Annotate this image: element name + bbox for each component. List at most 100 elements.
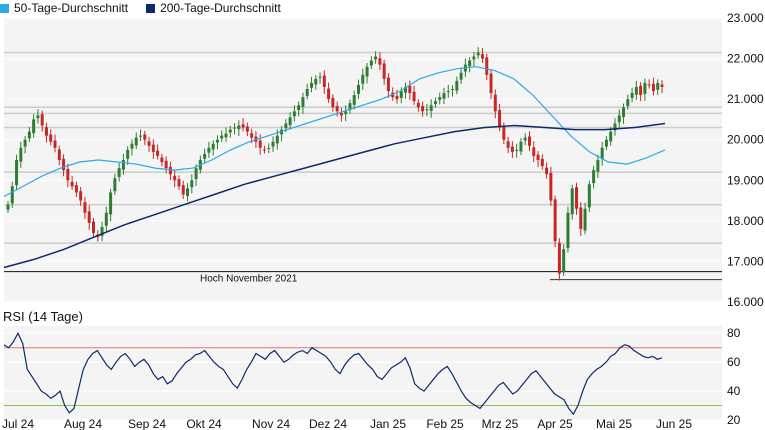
candle-body [357, 84, 361, 94]
candle-body [301, 97, 305, 107]
rsi-y-tick-label: 20 [727, 413, 741, 427]
candle-body [10, 186, 14, 204]
candle-body [626, 99, 630, 107]
candle-body [228, 129, 232, 133]
candle-body [233, 127, 237, 129]
candle-body [639, 85, 643, 96]
price-y-tick-label: 18.000 [727, 214, 764, 228]
candle-body [211, 143, 215, 150]
candle-body [442, 93, 446, 99]
price-y-tick-label: 22.000 [727, 52, 764, 66]
candle-body [493, 94, 497, 112]
candle-body [459, 72, 463, 80]
candle-body [425, 109, 429, 111]
candle-body [147, 141, 151, 146]
candle-body [207, 147, 211, 153]
candle-body [476, 52, 480, 56]
candle-body [121, 160, 125, 170]
candle-body [36, 115, 40, 119]
candle-body [27, 131, 31, 139]
rsi-panel [3, 326, 722, 421]
rsi-y-tick-label: 60 [727, 355, 741, 369]
candle-body [53, 140, 57, 148]
candle-body [609, 131, 613, 142]
price-plot-area [4, 18, 722, 302]
x-tick-label: Nov 24 [252, 417, 290, 430]
legend-item-sma200: 200-Tage-Durchschnitt [146, 1, 281, 15]
rsi-title: RSI (14 Tage) [3, 309, 83, 324]
candle-body [339, 112, 343, 116]
candle-body [331, 97, 335, 108]
x-tick-label: Sep 24 [128, 417, 166, 430]
candle-body [224, 133, 228, 138]
candle-body [15, 160, 19, 186]
candle-body [506, 141, 510, 148]
candle-body [151, 144, 155, 152]
x-tick-label: Apr 25 [537, 417, 573, 430]
x-tick-label: Dez 24 [309, 417, 347, 430]
candle-body [374, 56, 378, 60]
candle-body [318, 76, 322, 78]
candle-body [87, 211, 91, 223]
candle-body [566, 212, 570, 249]
candle-body [570, 188, 574, 215]
x-tick-label: Mrz 25 [482, 417, 519, 430]
candle-body [156, 150, 160, 156]
candle-body [79, 191, 83, 201]
candle-body [284, 123, 288, 129]
price-y-tick-label: 17.000 [727, 254, 764, 268]
candle-body [309, 82, 313, 88]
candle-body [656, 82, 660, 90]
candle-body [361, 74, 365, 84]
candle-body [604, 139, 608, 147]
candle-body [412, 91, 416, 102]
candle-body [194, 168, 198, 180]
x-tick-label: Jan 25 [370, 417, 406, 430]
candle-body [489, 73, 493, 94]
candle-body [532, 147, 536, 156]
candle-body [549, 172, 553, 201]
candle-body [630, 93, 634, 98]
x-tick-label: Jun 25 [656, 417, 692, 430]
x-tick-label: Okt 24 [186, 417, 222, 430]
candle-body [117, 168, 121, 178]
candle-body [433, 101, 437, 105]
candle-body [160, 157, 164, 163]
candle-body [215, 139, 219, 143]
candle-body [502, 126, 506, 140]
rsi-line [3, 331, 663, 416]
legend-swatch-sma50 [0, 3, 9, 13]
candle-body [314, 78, 318, 85]
candle-body [335, 106, 339, 112]
candle-body [245, 126, 249, 132]
candle-body [327, 88, 331, 100]
price-y-tick-label: 21.000 [727, 92, 764, 106]
candle-body [446, 91, 450, 93]
candle-body [579, 207, 583, 229]
candle-body [613, 123, 617, 131]
price-y-tick-label: 20.000 [727, 133, 764, 147]
price-y-tick-label: 19.000 [727, 173, 764, 187]
x-tick-label: Aug 24 [64, 417, 102, 430]
candle-body [74, 185, 78, 193]
candle-body [190, 180, 194, 188]
chart-legend: 50-Tage-Durchschnitt 200-Tage-Durchschni… [0, 0, 299, 16]
candle-body [186, 188, 190, 197]
x-tick-label: Feb 25 [426, 417, 464, 430]
candle-body [164, 160, 168, 169]
axis-labels: 16.000 17.000 18.000 19.000 20.000 21.000 22.0… [2, 11, 764, 430]
candle-body [510, 146, 514, 152]
candle-body [382, 63, 386, 79]
candle-body [62, 158, 66, 171]
x-tick-label: Jul 24 [2, 417, 34, 430]
candle-body [134, 137, 138, 146]
candle-body [562, 249, 566, 273]
candle-body [104, 212, 108, 226]
legend-item-sma50: 50-Tage-Durchschnitt [0, 1, 128, 15]
candle-body [583, 208, 587, 231]
candle-body [643, 82, 647, 94]
candle-body [130, 143, 134, 149]
candle-body [515, 149, 519, 151]
legend-label-sma200: 200-Tage-Durchschnitt [160, 1, 281, 15]
